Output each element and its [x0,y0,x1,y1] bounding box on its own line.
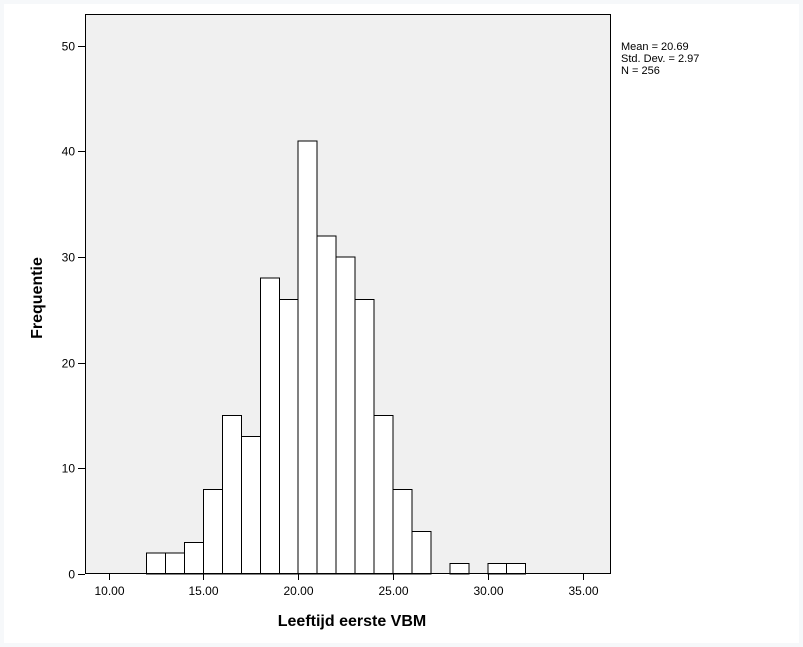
x-tick-label: 30.00 [473,584,503,598]
histogram-bar [146,552,167,575]
y-axis-title: Frequentie [29,257,46,339]
histogram-bar [221,415,242,575]
histogram-chart: 0 10 20 30 40 50 10.00 15.00 20.00 25.00 30.00 35.0… [29,14,611,630]
histogram-bar [354,298,375,575]
x-tick-label: 20.00 [283,584,313,598]
histogram-bar [487,562,508,575]
y-tick-label: 40 [62,145,76,159]
plot-frame [85,14,611,574]
y-tick-label: 50 [62,40,76,54]
histogram-bar [335,256,356,575]
histogram-bar [240,436,261,575]
stat-std-dev: Std. Dev. = 2.97 [621,53,700,65]
histogram-bar [184,541,204,575]
histogram-bar [449,562,470,575]
stat-n: N = 256 [621,65,660,77]
y-tick-label: 0 [68,568,75,582]
y-tick-label: 20 [62,357,76,371]
histogram-bar [202,488,223,575]
chart-canvas: 0 10 20 30 40 50 10.00 15.00 20.00 25.00 30.00 35.0… [4,4,799,643]
histogram-bar [259,277,280,575]
histogram-bar [316,235,337,575]
histogram-bar [392,488,413,575]
histogram-bar [297,140,318,575]
x-axis-title: Leeftijd eerste VBM [278,613,426,630]
y-tick-label: 30 [62,251,76,265]
x-tick-label: 25.00 [378,584,408,598]
x-tick-label: 35.00 [568,584,598,598]
histogram-bar [411,531,432,575]
stat-mean: Mean = 20.69 [621,41,689,53]
histogram-bar [278,298,299,575]
histogram-bar [506,562,527,575]
summary-statistics: Mean = 20.69 Std. Dev. = 2.97 N = 256 [621,41,699,77]
x-tick-label: 15.00 [188,584,218,598]
histogram-bar [373,415,394,575]
y-tick-label: 10 [62,462,76,476]
histogram-bar [165,552,186,575]
x-tick-label: 10.00 [94,584,124,598]
